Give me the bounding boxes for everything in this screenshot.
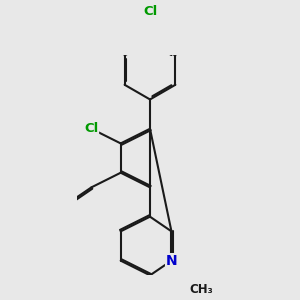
Text: Cl: Cl (143, 5, 157, 18)
Text: Cl: Cl (84, 122, 98, 135)
Text: N: N (166, 254, 177, 268)
Text: CH₃: CH₃ (189, 284, 213, 296)
